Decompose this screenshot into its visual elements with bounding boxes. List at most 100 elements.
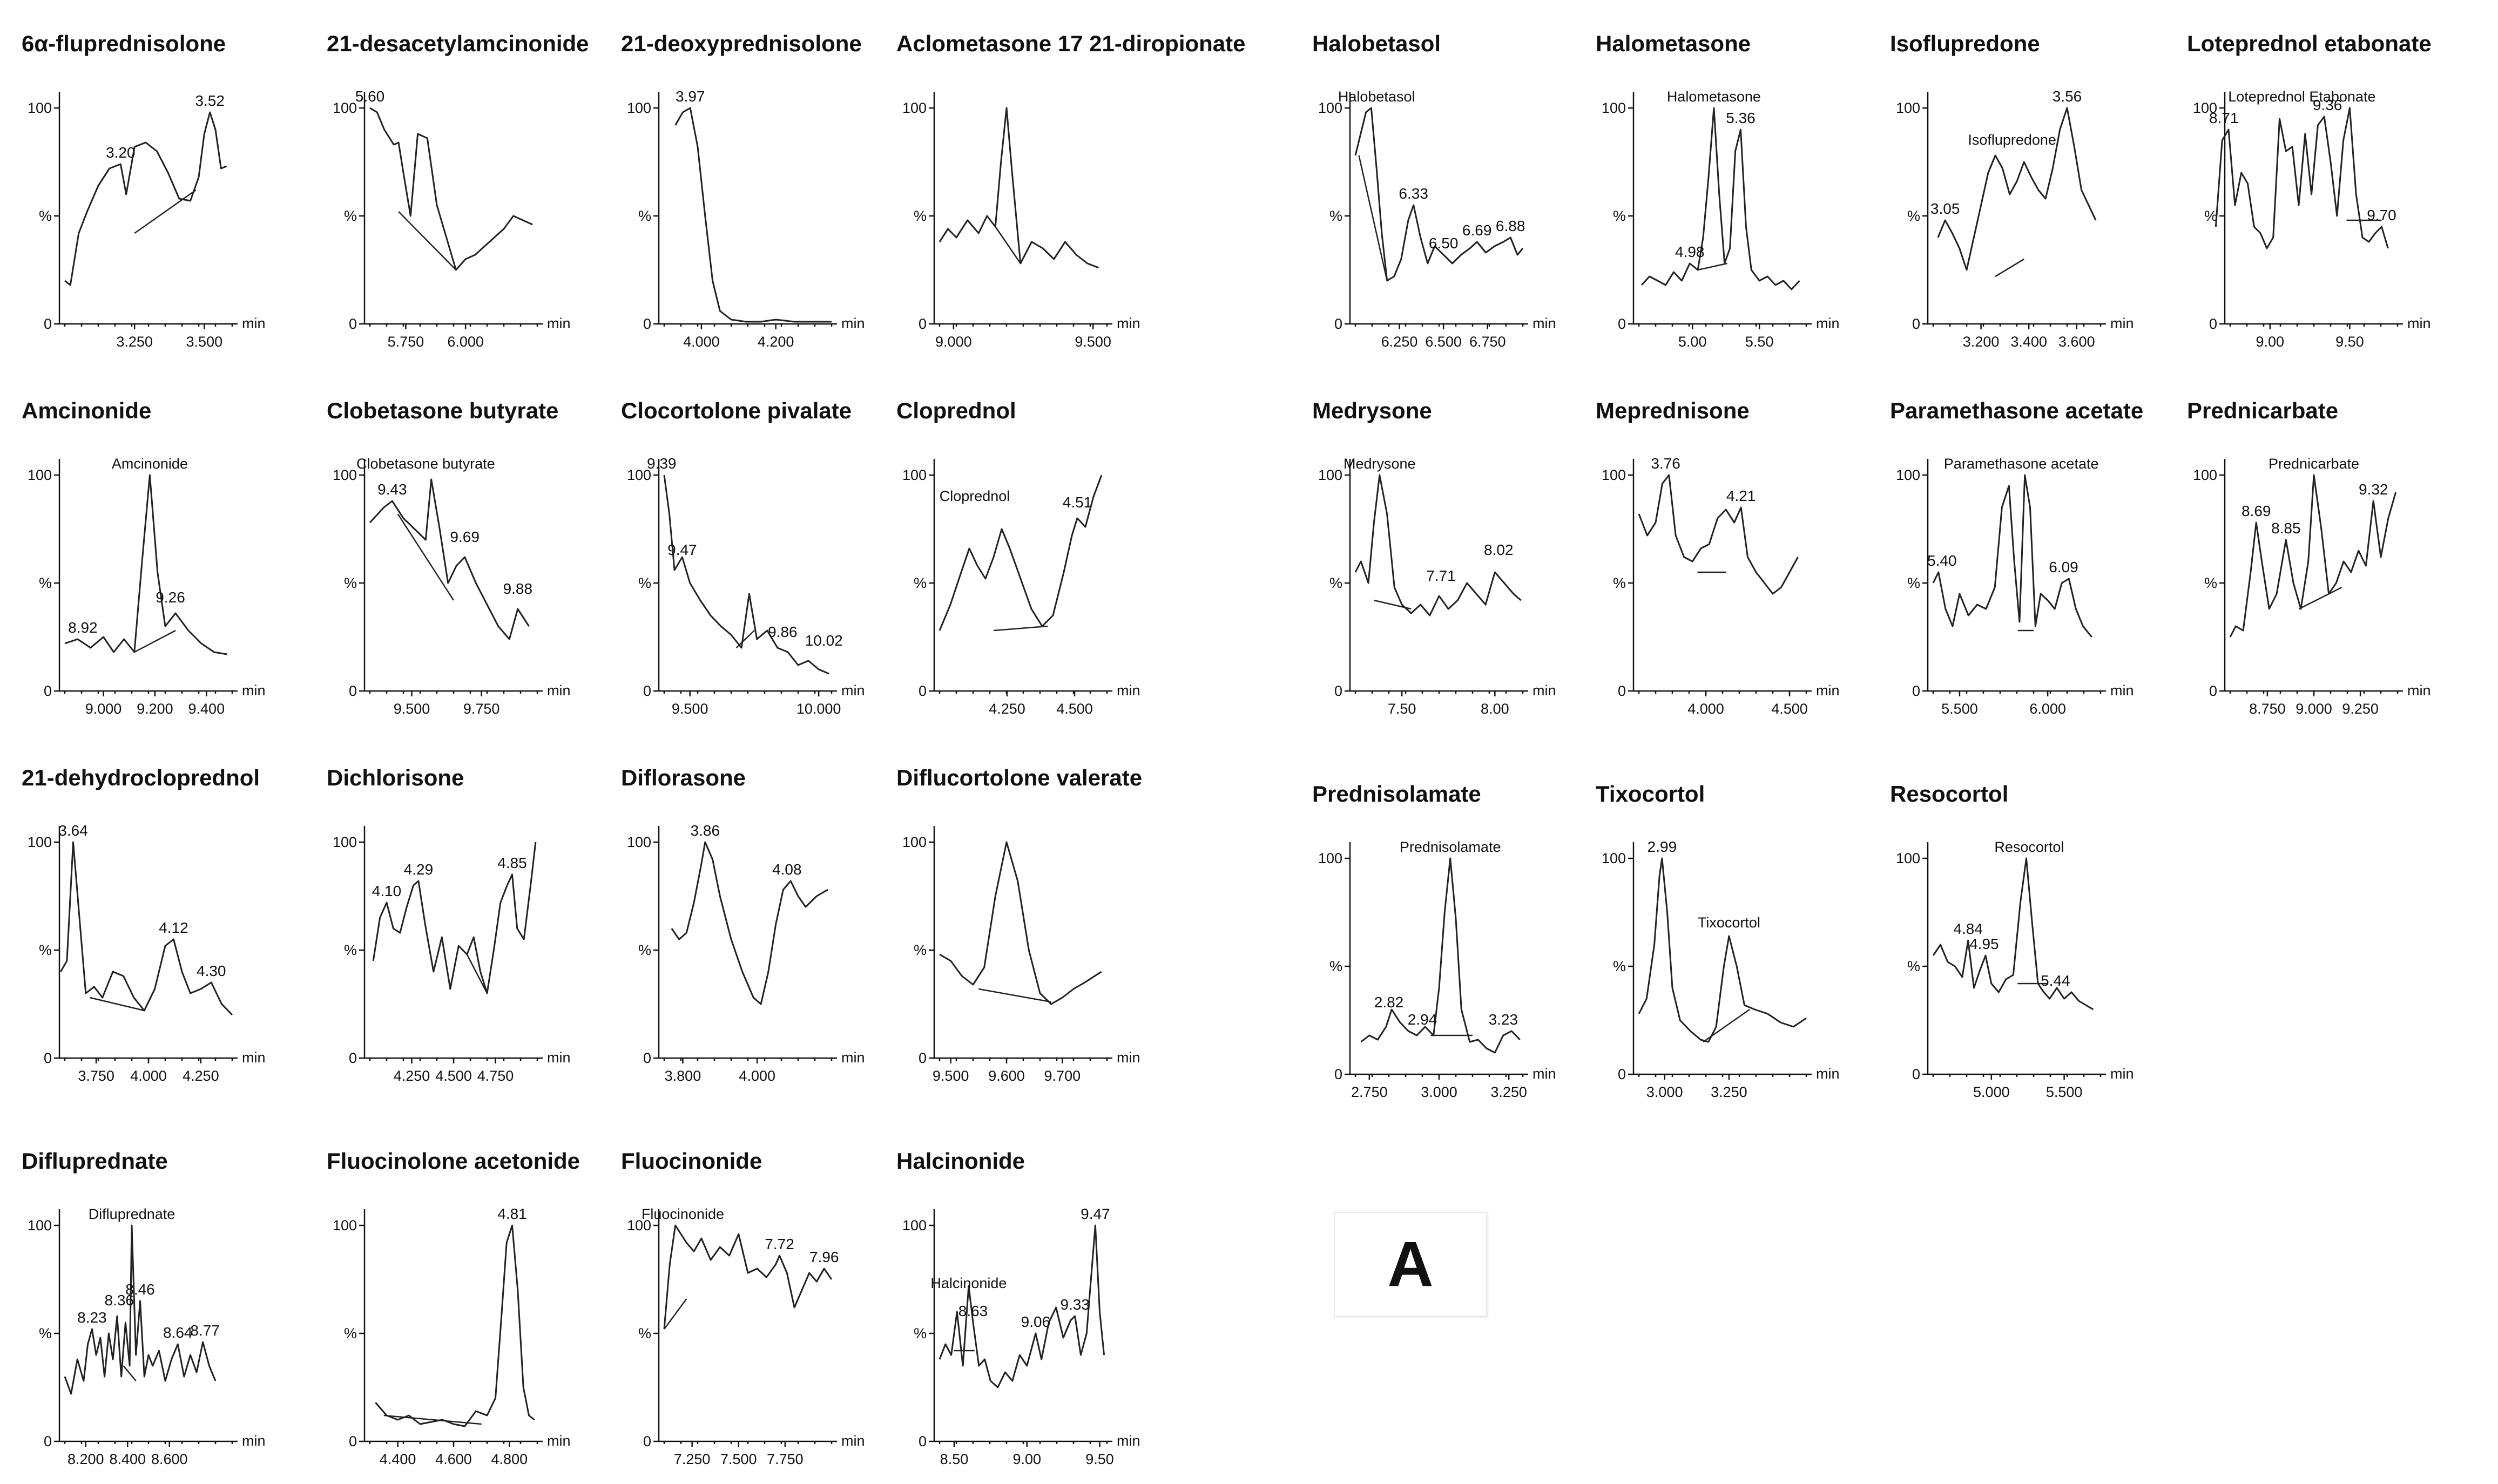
x-tick-label: 4.500 xyxy=(1771,701,1808,717)
x-tick-label: 5.00 xyxy=(1678,334,1707,350)
x-axis-label: min xyxy=(2407,315,2431,331)
chart-title: Halometasone xyxy=(1596,31,1751,56)
y-tick-label: 100 xyxy=(28,834,52,850)
panel-label-box: A xyxy=(1334,1212,1487,1317)
x-tick-label: 4.600 xyxy=(435,1451,472,1467)
y-tick-label: 100 xyxy=(1318,467,1342,483)
y-tick-label: 100 xyxy=(28,1217,52,1234)
y-tick-label: 100 xyxy=(627,1217,651,1234)
peak-label: 6.88 xyxy=(1496,218,1525,234)
x-tick-label: 3.500 xyxy=(186,334,223,350)
x-tick-label: 8.400 xyxy=(109,1451,146,1467)
chart-title: Dichlorisone xyxy=(327,765,464,790)
y-tick-label: 0 xyxy=(643,316,651,332)
y-tick-label: % xyxy=(1329,208,1342,224)
peak-label: 5.36 xyxy=(1726,110,1756,126)
x-tick-label: 6.750 xyxy=(1469,334,1506,350)
y-tick-label: 100 xyxy=(627,834,651,850)
integration-baseline xyxy=(466,954,488,994)
compound-label: Loteprednol Etabonate xyxy=(2228,89,2375,105)
x-tick-label: 4.500 xyxy=(1056,701,1093,717)
x-axis-label: min xyxy=(841,682,865,699)
chart-title: Diflucortolone valerate xyxy=(896,765,1142,790)
chromatogram-trace xyxy=(64,111,227,286)
chromatogram-trace xyxy=(2229,474,2397,638)
peak-label: 3.52 xyxy=(195,92,225,109)
y-tick-label: 100 xyxy=(902,1217,927,1234)
y-tick-label: 100 xyxy=(1318,100,1342,116)
x-tick-label: 5.000 xyxy=(1973,1084,2010,1100)
y-tick-label: % xyxy=(914,575,927,591)
x-tick-label: 6.500 xyxy=(1425,334,1462,350)
peak-label: 8.77 xyxy=(190,1322,220,1339)
chromatogram-trace xyxy=(671,841,828,1005)
chart-panel-aclometasone-17-21-diropionate: Aclometasone 17 21-diropionate 0% 100 9.000… xyxy=(896,31,1246,350)
peak-label: 4.84 xyxy=(1953,920,1983,937)
y-tick-label: % xyxy=(2204,208,2217,224)
peak-label: 4.10 xyxy=(372,883,402,899)
y-tick-label: % xyxy=(638,575,651,591)
x-tick-label: 6.000 xyxy=(2029,701,2066,717)
peak-label: 4.21 xyxy=(1726,487,1756,504)
chromatogram-trace xyxy=(663,475,829,675)
chart-title: 21-deoxyprednisolone xyxy=(621,31,862,56)
x-tick-label: 9.700 xyxy=(1044,1068,1081,1084)
peak-label: 4.12 xyxy=(159,919,188,936)
y-tick-label: 0 xyxy=(1334,683,1342,699)
integration-baseline xyxy=(134,629,176,653)
chromatogram-trace xyxy=(939,475,1103,631)
x-tick-label: 4.500 xyxy=(435,1068,472,1084)
y-tick-label: 100 xyxy=(28,100,52,116)
chart-panel-diflorasone: Diflorasone 0% 100 3.800 4.000 min 3.86 4.08 xyxy=(621,765,865,1084)
peak-label: 8.92 xyxy=(68,619,98,636)
integration-baseline xyxy=(1374,599,1412,610)
y-tick-label: 0 xyxy=(44,683,52,699)
compound-label: Clobetasone butyrate xyxy=(356,456,495,472)
y-tick-label: 0 xyxy=(919,316,927,332)
x-axis-label: min xyxy=(1117,1433,1140,1449)
peak-label: 2.94 xyxy=(1408,1011,1437,1028)
y-tick-label: % xyxy=(1907,208,1920,224)
compound-label: Halometasone xyxy=(1667,89,1761,105)
chart-title: Amcinonide xyxy=(22,398,151,423)
x-tick-label: 6.000 xyxy=(447,334,484,350)
x-axis-label: min xyxy=(242,1049,266,1066)
x-tick-label: 3.750 xyxy=(78,1068,114,1084)
peak-label: 8.36 xyxy=(105,1292,134,1309)
integration-baseline xyxy=(735,630,755,648)
compound-label: Fluocinonide xyxy=(642,1206,724,1222)
x-axis-label: min xyxy=(1816,1066,1840,1082)
x-tick-label: 9.500 xyxy=(1075,334,1111,350)
peak-label: 9.70 xyxy=(2367,207,2396,223)
integration-baseline xyxy=(1703,1008,1750,1043)
peak-label: 9.43 xyxy=(377,481,407,498)
y-tick-label: 100 xyxy=(902,467,927,483)
peak-label: 4.81 xyxy=(497,1205,527,1222)
y-tick-label: % xyxy=(638,942,651,958)
y-tick-label: % xyxy=(914,942,927,958)
x-axis-label: min xyxy=(242,315,266,331)
y-tick-label: 0 xyxy=(1912,1066,1920,1082)
x-tick-label: 8.600 xyxy=(151,1451,188,1467)
chart-panel-21-deoxyprednisolone: 21-deoxyprednisolone 0% 100 4.000 4.200 min 3.… xyxy=(621,31,865,350)
y-tick-label: 100 xyxy=(902,100,927,116)
y-tick-label: 0 xyxy=(1912,683,1920,699)
y-tick-label: 100 xyxy=(1602,100,1626,116)
chart-panel-diflucortolone-valerate: Diflucortolone valerate 0% 100 9.500 9.600 9.… xyxy=(896,765,1142,1084)
peak-label: 3.56 xyxy=(2053,88,2082,105)
y-tick-label: 100 xyxy=(333,100,357,116)
y-tick-label: 0 xyxy=(1334,316,1342,332)
x-tick-label: 9.000 xyxy=(935,334,972,350)
chart-panel-clobetasone-butyrate: Clobetasone butyrate 0% 100 9.500 9.750 min 9.… xyxy=(327,398,571,717)
integration-baseline xyxy=(1995,258,2024,277)
x-tick-label: 9.500 xyxy=(933,1068,969,1084)
y-tick-label: 100 xyxy=(1896,100,1920,116)
chromatogram-trace xyxy=(1932,474,2092,638)
peak-label: 9.86 xyxy=(768,624,798,640)
peak-label: 9.69 xyxy=(450,528,480,545)
chart-title: Fluocinolone acetonide xyxy=(327,1148,580,1174)
x-tick-label: 9.250 xyxy=(2342,701,2379,717)
peak-label: 5.40 xyxy=(1927,552,1957,569)
peak-label: 9.36 xyxy=(2313,97,2342,113)
